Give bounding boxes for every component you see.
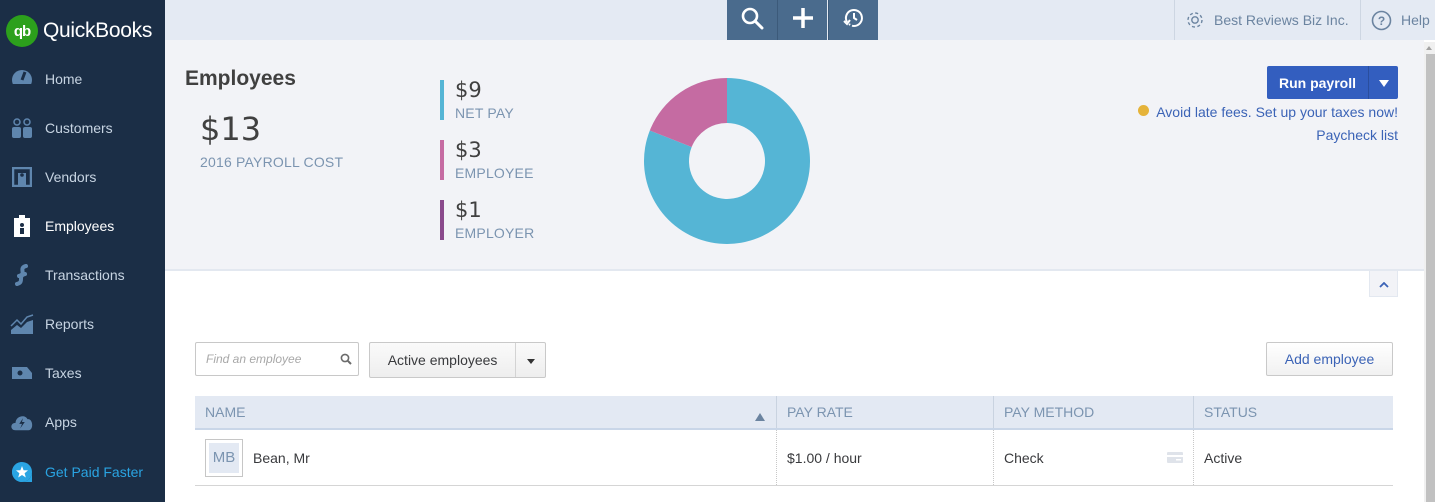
warning-icon: [1138, 104, 1150, 116]
collapse-summary-button[interactable]: [1369, 271, 1398, 297]
employee-status-filter[interactable]: Active employees: [369, 342, 546, 378]
sidebar-item-vendors[interactable]: Vendors: [0, 157, 165, 197]
net-pay-value: $9: [455, 78, 482, 102]
scrollbar-thumb[interactable]: [1426, 54, 1435, 502]
employee-name[interactable]: Bean, Mr: [253, 449, 310, 466]
column-header-name[interactable]: NAME: [195, 396, 777, 428]
dashboard-icon: [10, 68, 34, 90]
sidebar-item-reports[interactable]: Reports: [0, 304, 165, 344]
sidebar-item-get-paid-faster[interactable]: Get Paid Faster: [0, 452, 165, 492]
sidebar-item-home[interactable]: Home: [0, 59, 165, 99]
employer-color-bar: [440, 200, 444, 240]
search-icon[interactable]: [340, 353, 352, 365]
sidebar-item-taxes[interactable]: Taxes: [0, 353, 165, 393]
transactions-icon: [10, 264, 34, 286]
avatar-initials: MB: [209, 442, 239, 473]
employer-label: EMPLOYER: [455, 225, 535, 241]
sort-ascending-icon: [755, 408, 765, 424]
column-header-pay-method[interactable]: PAY METHOD: [994, 396, 1194, 428]
sidebar-item-customers[interactable]: Customers: [0, 108, 165, 148]
donut-slice-net-pay: [644, 78, 810, 244]
quickbooks-logo[interactable]: qb QuickBooks: [6, 14, 152, 48]
paycheck-list-link[interactable]: Paycheck list: [1316, 127, 1398, 143]
sidebar: qb QuickBooks Home Customers Vendors Emp…: [0, 0, 165, 502]
top-bar: Best Reviews Biz Inc. ? Help: [165, 0, 1435, 40]
tax-setup-alert-link[interactable]: Avoid late fees. Set up your taxes now!: [1138, 104, 1398, 120]
vendors-icon: [10, 166, 34, 188]
search-button[interactable]: [727, 0, 777, 40]
reports-icon: [10, 313, 34, 335]
table-row[interactable]: MB Bean, Mr $1.00 / hour Check Active: [195, 430, 1393, 486]
column-header-status[interactable]: STATUS: [1204, 404, 1258, 420]
legend-employer: $1 EMPLOYER: [440, 198, 590, 242]
help-button[interactable]: ? Help: [1360, 0, 1430, 40]
add-employee-button[interactable]: Add employee: [1266, 342, 1393, 376]
employee-search-input[interactable]: [206, 352, 336, 366]
taxes-icon: [10, 362, 34, 384]
employee-color-bar: [440, 140, 444, 180]
brand-name: QuickBooks: [43, 19, 153, 42]
caret-down-icon: [526, 351, 535, 369]
caret-down-icon: [1378, 74, 1389, 92]
column-header-pay-rate[interactable]: PAY RATE: [777, 396, 994, 428]
help-label: Help: [1401, 12, 1430, 28]
status-filter-dropdown[interactable]: [516, 343, 545, 377]
search-icon: [740, 6, 764, 35]
employee-label: EMPLOYEE: [455, 165, 534, 181]
company-name: Best Reviews Biz Inc.: [1214, 12, 1349, 28]
svg-text:?: ?: [1378, 14, 1385, 28]
company-settings-button[interactable]: Best Reviews Biz Inc.: [1174, 0, 1349, 40]
avatar: MB: [205, 438, 243, 477]
chevron-up-icon: [1378, 275, 1389, 293]
status-filter-value: Active employees: [370, 343, 517, 377]
apps-icon: [10, 411, 34, 433]
employees-table: NAME PAY RATE PAY METHOD STATUS MB Bean,…: [195, 396, 1393, 486]
payroll-cost-label: 2016 PAYROLL COST: [200, 154, 344, 170]
scroll-up-arrow-icon[interactable]: [1426, 46, 1432, 50]
legend-employee: $3 EMPLOYEE: [440, 138, 590, 182]
cell-status: Active: [1194, 430, 1393, 485]
employee-search-box: [195, 342, 359, 376]
sidebar-item-employees[interactable]: Employees: [0, 206, 165, 246]
status-text: Active: [1204, 449, 1243, 466]
cell-pay-rate: $1.00 / hour: [777, 430, 994, 485]
net-pay-label: NET PAY: [455, 105, 514, 121]
donut-slice-employee: [649, 78, 727, 148]
employees-icon: [10, 215, 34, 237]
recent-transactions-button[interactable]: [828, 0, 878, 40]
net-pay-color-bar: [440, 80, 444, 120]
alert-text: Avoid late fees. Set up your taxes now!: [1156, 104, 1398, 120]
check-card-icon: [1167, 450, 1183, 466]
sidebar-item-apps[interactable]: Apps: [0, 402, 165, 442]
payroll-cost-total: $13: [200, 110, 262, 148]
table-header: NAME PAY RATE PAY METHOD STATUS: [195, 396, 1393, 430]
star-badge-icon: [10, 461, 34, 483]
plus-icon: [791, 6, 815, 35]
run-payroll-split-button: Run payroll: [1267, 66, 1398, 99]
payroll-donut-chart: [644, 78, 810, 244]
employer-value: $1: [455, 198, 482, 222]
gear-icon: [1185, 10, 1205, 30]
payroll-summary-panel: Employees $13 2016 PAYROLL COST $9 NET P…: [165, 40, 1424, 271]
vertical-scrollbar[interactable]: [1424, 42, 1435, 502]
sidebar-item-transactions[interactable]: Transactions: [0, 255, 165, 295]
help-icon: ?: [1371, 10, 1392, 31]
qb-logo-icon: qb: [6, 15, 38, 47]
cell-name: MB Bean, Mr: [195, 430, 777, 485]
cell-pay-method: Check: [994, 430, 1194, 485]
page-title: Employees: [185, 67, 296, 90]
run-payroll-button[interactable]: Run payroll: [1267, 66, 1369, 99]
create-button[interactable]: [777, 0, 827, 40]
employee-value: $3: [455, 138, 482, 162]
run-payroll-dropdown[interactable]: [1369, 66, 1398, 99]
recent-icon: [842, 6, 866, 35]
customers-icon: [10, 117, 34, 139]
legend-net-pay: $9 NET PAY: [440, 78, 590, 122]
